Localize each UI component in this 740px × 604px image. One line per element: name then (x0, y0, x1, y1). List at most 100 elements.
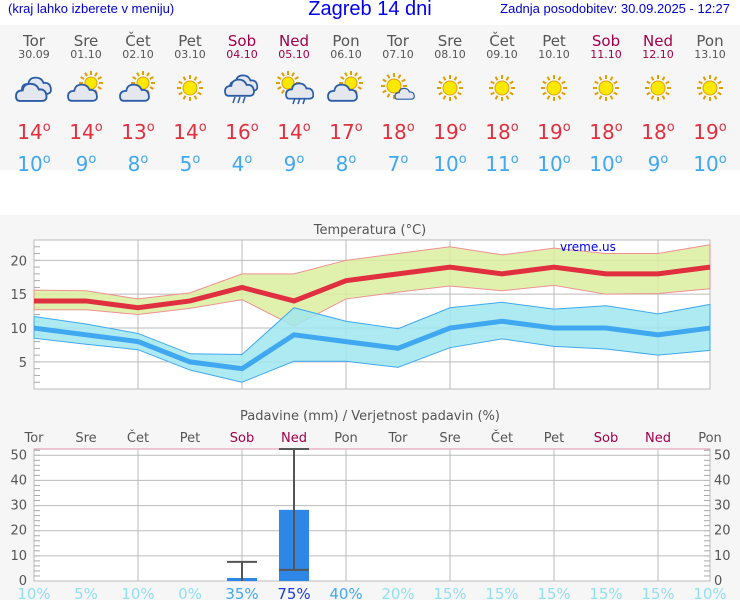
min-temp: 10o (8, 149, 60, 175)
day-column: Pet 03.10 14o 5o (164, 33, 216, 175)
partly-cloudy-icon (326, 71, 366, 105)
y-tick-label-right: 30 (714, 499, 731, 514)
day-date: 09.10 (476, 49, 528, 61)
day-label: Tor (23, 431, 44, 446)
day-column: Sre 01.10 14o 9o (60, 33, 112, 175)
max-temp: 18o (476, 117, 528, 143)
sunny-icon (430, 71, 470, 105)
max-temp: 13o (112, 117, 164, 143)
max-temp: 18o (632, 117, 684, 143)
precip-probability: 15% (485, 585, 518, 600)
day-column: Tor 07.10 18o 7o (372, 33, 424, 175)
day-date: 02.10 (112, 49, 164, 61)
day-date: 01.10 (60, 49, 112, 61)
cloudy-icon (14, 71, 54, 105)
y-tick-label-left: 10 (10, 549, 27, 564)
day-name: Čet (476, 33, 528, 49)
day-column: Tor 30.09 14o 10o (8, 33, 60, 175)
max-temp: 17o (320, 117, 372, 143)
day-name: Ned (632, 33, 684, 49)
temp-chart-title: Temperatura (°C) (313, 223, 426, 238)
min-temp: 10o (684, 149, 736, 175)
precip-probability: 10% (17, 585, 50, 600)
precip-probability: 15% (433, 585, 466, 600)
y-tick-label: 15 (10, 288, 27, 303)
partly-cloudy-icon (66, 71, 106, 105)
day-column: Ned 12.10 18o 9o (632, 33, 684, 175)
charts-svg: Temperatura (°C)5101520vreme.usPadavine … (0, 215, 740, 600)
precip-probability: 5% (74, 585, 98, 600)
day-date: 13.10 (684, 49, 736, 61)
min-temp: 10o (580, 149, 632, 175)
day-label: Sob (594, 431, 618, 446)
min-temp: 9o (632, 149, 684, 175)
day-label: Čet (491, 430, 513, 446)
precip-probability: 0% (178, 585, 202, 600)
day-label: Pet (544, 431, 564, 446)
max-temp: 18o (372, 117, 424, 143)
y-tick-label-left: 20 (10, 524, 27, 539)
max-temp: 14o (8, 117, 60, 143)
day-column: Sre 08.10 19o 10o (424, 33, 476, 175)
day-column: Ned 05.10 14o 9o (268, 33, 320, 175)
day-name: Pet (528, 33, 580, 49)
max-temp: 18o (580, 117, 632, 143)
day-date: 07.10 (372, 49, 424, 61)
max-temp: 19o (424, 117, 476, 143)
y-tick-label-left: 30 (10, 499, 27, 514)
day-date: 06.10 (320, 49, 372, 61)
day-label: Ned (645, 431, 671, 446)
day-date: 05.10 (268, 49, 320, 61)
max-temp: 14o (268, 117, 320, 143)
min-temp: 8o (320, 149, 372, 175)
sunny-icon (534, 71, 574, 105)
precip-probability: 15% (537, 585, 570, 600)
max-temp: 19o (528, 117, 580, 143)
y-tick-label-left: 40 (10, 473, 27, 488)
sun-rain-icon (274, 71, 314, 105)
day-label: Čet (127, 430, 149, 446)
precip-probability: 75% (277, 585, 310, 600)
day-date: 30.09 (8, 49, 60, 61)
day-date: 10.10 (528, 49, 580, 61)
day-label: Sre (439, 431, 460, 446)
day-name: Pon (684, 33, 736, 49)
y-tick-label-right: 10 (714, 549, 731, 564)
day-column: Sob 04.10 16o 4o (216, 33, 268, 175)
precip-probability: 10% (121, 585, 154, 600)
day-column: Pon 06.10 17o 8o (320, 33, 372, 175)
day-date: 11.10 (580, 49, 632, 61)
min-temp: 11o (476, 149, 528, 175)
day-column: Čet 09.10 18o 11o (476, 33, 528, 175)
day-column: Pon 13.10 19o 10o (684, 33, 736, 175)
precip-probability: 35% (225, 585, 258, 600)
day-label: Sre (75, 431, 96, 446)
y-tick-label-right: 40 (714, 473, 731, 488)
day-label: Pon (698, 431, 722, 446)
max-temp: 19o (684, 117, 736, 143)
min-temp: 10o (528, 149, 580, 175)
day-date: 04.10 (216, 49, 268, 61)
min-temp: 8o (112, 149, 164, 175)
sunny-icon (170, 71, 210, 105)
max-temp: 14o (60, 117, 112, 143)
day-date: 08.10 (424, 49, 476, 61)
precip-probability: 15% (641, 585, 674, 600)
last-updated: Zadnja posodobitev: 30.09.2025 - 12:27 (500, 1, 730, 16)
precip-chart-title: Padavine (mm) / Verjetnost padavin (%) (240, 409, 500, 424)
precip-plot-area (34, 449, 710, 581)
partly-cloudy-icon (118, 71, 158, 105)
max-temp: 16o (216, 117, 268, 143)
day-name: Čet (112, 33, 164, 49)
precip-probability: 20% (381, 585, 414, 600)
day-label: Ned (281, 431, 307, 446)
header: (kraj lahko izberete v meniju) Zagreb 14… (0, 0, 740, 25)
min-temp: 9o (60, 149, 112, 175)
y-tick-label-right: 50 (714, 448, 731, 463)
day-label: Pet (180, 431, 200, 446)
day-column: Sob 11.10 18o 10o (580, 33, 632, 175)
day-column: Čet 02.10 13o 8o (112, 33, 164, 175)
day-label: Pon (334, 431, 358, 446)
sun-small-cloud-icon (378, 71, 418, 105)
